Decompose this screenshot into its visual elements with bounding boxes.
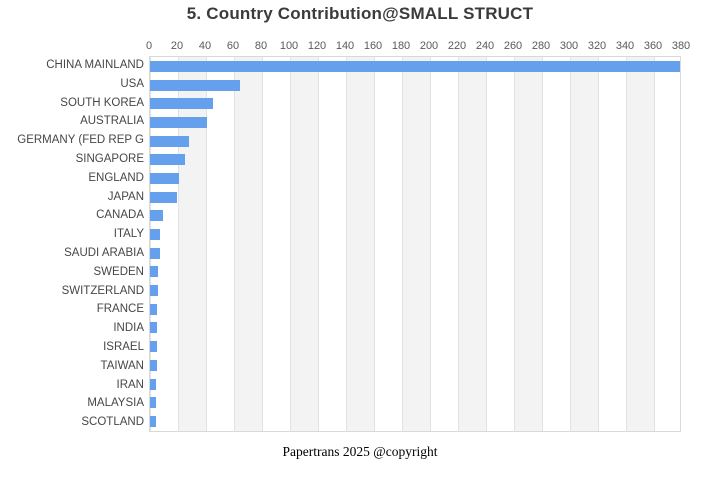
bar xyxy=(150,415,156,427)
y-axis-label: SOUTH KOREA xyxy=(60,96,144,109)
x-tick-label: 100 xyxy=(279,40,299,52)
x-tick-label: 220 xyxy=(447,40,467,52)
bar-row xyxy=(150,113,680,132)
bar-row xyxy=(150,300,680,319)
y-axis-label: SCOTLAND xyxy=(81,416,144,429)
y-axis-label: CANADA xyxy=(96,209,144,222)
bar-row xyxy=(150,263,680,282)
y-axis-label: TAIWAN xyxy=(100,359,144,372)
x-tick-label: 340 xyxy=(615,40,635,52)
x-tick-label: 360 xyxy=(643,40,663,52)
plot-area xyxy=(149,56,681,432)
bar-row xyxy=(150,76,680,95)
y-axis-label: AUSTRALIA xyxy=(80,115,144,128)
chart-title: 5. Country Contribution@SMALL STRUCT xyxy=(186,4,534,23)
bar xyxy=(150,60,680,72)
bar-row xyxy=(150,412,680,431)
bar xyxy=(150,98,213,110)
x-tick-label: 20 xyxy=(170,40,184,52)
bar xyxy=(150,378,156,390)
x-tick-label: 280 xyxy=(531,40,551,52)
x-tick-label: 240 xyxy=(475,40,495,52)
bar-row xyxy=(150,281,680,300)
x-tick-label: 140 xyxy=(335,40,355,52)
y-axis-label: SWITZERLAND xyxy=(61,284,144,297)
x-tick-label: 180 xyxy=(391,40,411,52)
x-tick-label: 0 xyxy=(145,40,153,52)
x-tick-label: 300 xyxy=(559,40,579,52)
bar xyxy=(150,116,208,128)
bar-row xyxy=(150,244,680,263)
footer-text: Papertrans 2025 @copyright xyxy=(282,444,438,459)
bar-row xyxy=(150,356,680,375)
x-tick-label: 60 xyxy=(226,40,240,52)
bar-row xyxy=(150,393,680,412)
x-tick-label: 120 xyxy=(307,40,327,52)
bar-row xyxy=(150,132,680,151)
bar-row xyxy=(150,225,680,244)
y-axis-label: GERMANY (FED REP G xyxy=(17,134,144,147)
x-tick-label: 80 xyxy=(254,40,268,52)
bar xyxy=(150,229,160,241)
bar-row xyxy=(150,169,680,188)
bar xyxy=(150,285,159,297)
y-axis-label: SWEDEN xyxy=(93,265,144,278)
bar xyxy=(150,303,157,315)
bar xyxy=(150,247,160,259)
bar-row xyxy=(150,150,680,169)
y-axis-label: SAUDI ARABIA xyxy=(64,246,144,259)
y-axis-label: USA xyxy=(120,77,144,90)
y-axis-label: CHINA MAINLAND xyxy=(46,59,144,71)
x-tick-label: 160 xyxy=(363,40,383,52)
bar xyxy=(150,266,159,278)
x-tick-label: 260 xyxy=(503,40,523,52)
x-tick-label: 200 xyxy=(419,40,439,52)
y-axis-labels: CHINA MAINLAND USA SOUTH KOREA AUSTRALIA GER… xyxy=(0,56,144,432)
bar xyxy=(150,172,180,184)
bar-row xyxy=(150,188,680,207)
y-axis-label: INDIA xyxy=(113,322,144,335)
y-axis-label: IRAN xyxy=(116,378,144,391)
y-axis-label: ENGLAND xyxy=(88,171,144,184)
x-tick-label: 320 xyxy=(587,40,607,52)
bar xyxy=(150,359,157,371)
x-tick-label: 380 xyxy=(671,40,691,52)
bar-row xyxy=(150,94,680,113)
y-axis-label: FRANCE xyxy=(96,303,144,316)
bar xyxy=(150,135,190,147)
bar-row xyxy=(150,57,680,76)
bar-series xyxy=(150,57,680,431)
bar xyxy=(150,397,156,409)
bar-row xyxy=(150,207,680,226)
bar xyxy=(150,322,157,334)
y-axis-label: ISRAEL xyxy=(103,340,144,353)
bar-row xyxy=(150,337,680,356)
x-tick-label: 40 xyxy=(198,40,212,52)
bar-row xyxy=(150,319,680,338)
bar-row xyxy=(150,375,680,394)
bar xyxy=(150,191,177,203)
y-axis-label: JAPAN xyxy=(107,190,144,203)
x-axis-ticks: 0 20 40 60 80 100 120 140 160 180 200 220 240 260 280 3… xyxy=(145,40,690,54)
y-axis-label: MALAYSIA xyxy=(87,397,144,410)
bar xyxy=(150,341,157,353)
y-axis-label: ITALY xyxy=(113,228,144,241)
bar xyxy=(150,210,163,222)
y-axis-label: SINGAPORE xyxy=(75,152,144,165)
bar xyxy=(150,79,240,91)
bar xyxy=(150,154,185,166)
